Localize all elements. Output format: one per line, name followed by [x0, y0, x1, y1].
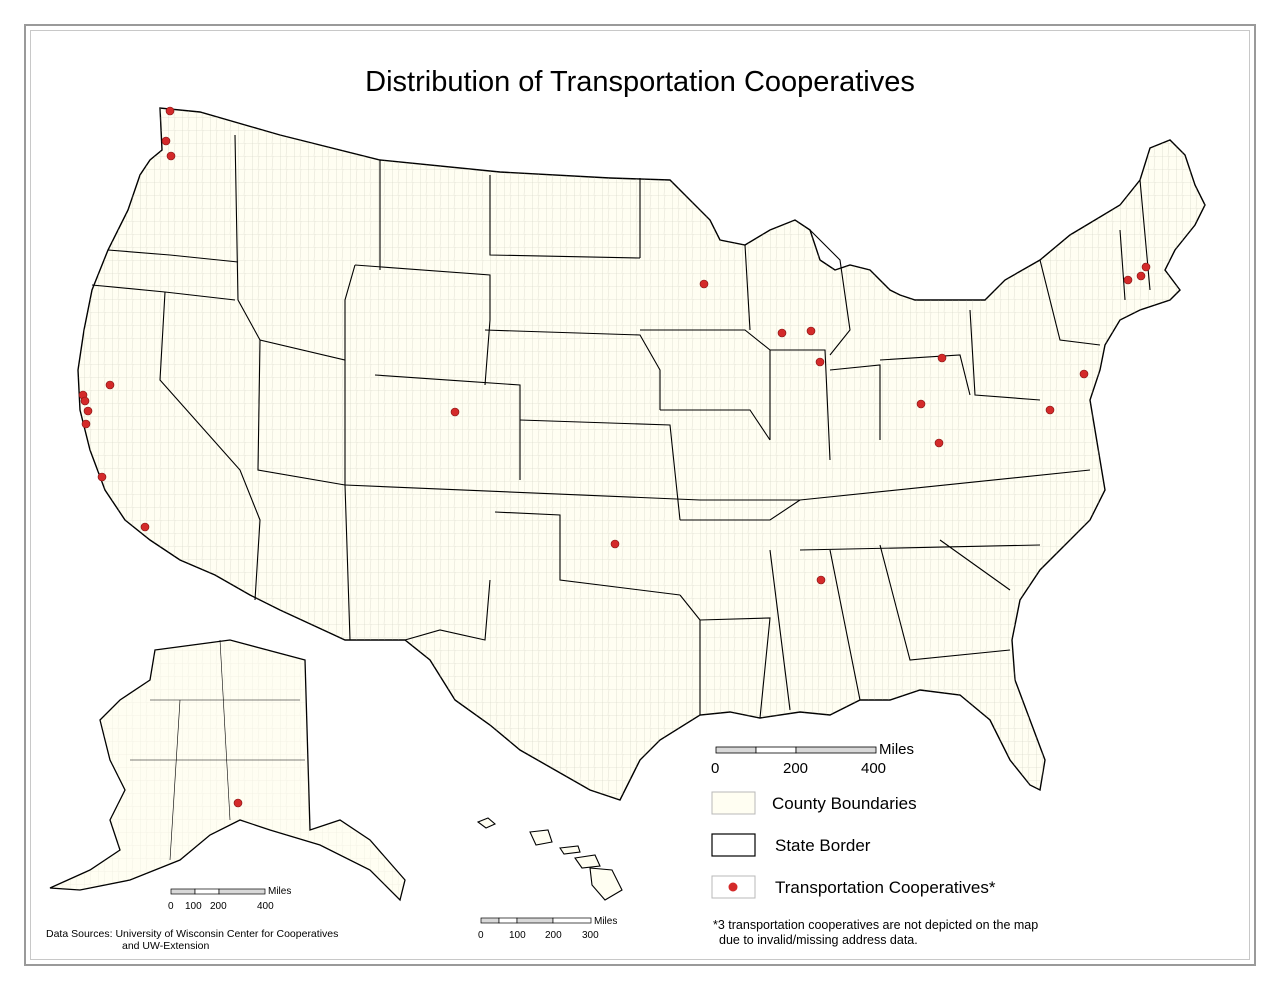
legend-state-swatch — [711, 833, 756, 857]
state-borders — [91, 134, 1151, 719]
coop-point — [699, 279, 709, 289]
cooperative-points — [78, 106, 1151, 808]
coop-point — [1141, 262, 1151, 272]
legend-state-label: State Border — [775, 836, 871, 855]
main-scale-unit: Miles — [879, 741, 915, 758]
alaska-scale-tick-400: 400 — [257, 901, 274, 912]
coop-point — [105, 380, 115, 390]
alaska-scale-unit: Miles — [268, 886, 292, 897]
hawaii-scale-bar — [480, 917, 592, 924]
coop-point — [816, 575, 826, 585]
coop-point — [1136, 271, 1146, 281]
hawaii-scale-unit: Miles — [594, 916, 618, 927]
coop-point — [937, 353, 947, 363]
footnote-line-2: due to invalid/missing address data. — [719, 933, 918, 947]
main-scale-tick-0: 0 — [711, 760, 720, 777]
coop-point — [610, 539, 620, 549]
coop-point — [233, 798, 243, 808]
main-scale-tick-400: 400 — [861, 760, 887, 777]
map-inner-frame — [30, 30, 1250, 960]
coop-point — [815, 357, 825, 367]
main-scale-bar — [715, 746, 877, 754]
coop-point — [806, 326, 816, 336]
hawaii-scale-tick-300: 300 — [582, 930, 599, 941]
coop-point — [777, 328, 787, 338]
county-boundaries-texture — [78, 108, 1205, 800]
legend-county-label: County Boundaries — [772, 794, 917, 813]
coop-point — [80, 396, 90, 406]
hawaii-scale-tick-100: 100 — [509, 930, 526, 941]
legend-coop-label: Transportation Cooperatives* — [775, 878, 996, 897]
coop-point — [140, 522, 150, 532]
alaska-scale-bar — [170, 888, 266, 895]
coop-point — [1123, 275, 1133, 285]
hawaii-islands — [476, 817, 623, 901]
alaska-borough-lines — [130, 639, 305, 861]
coop-point — [97, 472, 107, 482]
hawaii-scale-tick-200: 200 — [545, 930, 562, 941]
data-sources-line-1: Data Sources: University of Wisconsin Ce… — [46, 928, 339, 940]
coop-point — [916, 399, 926, 409]
map-title: Distribution of Transportation Cooperati… — [365, 66, 915, 98]
main-scale-tick-200: 200 — [783, 760, 809, 777]
coop-point — [161, 136, 171, 146]
coop-point — [450, 407, 460, 417]
footnote-line-1: *3 transportation cooperatives are not d… — [713, 918, 1039, 932]
coop-point — [166, 151, 176, 161]
coop-point — [81, 419, 91, 429]
alaska-scale-tick-200: 200 — [210, 901, 227, 912]
legend-county-swatch — [711, 791, 756, 815]
coop-point — [1045, 405, 1055, 415]
coop-point — [83, 406, 93, 416]
alaska-scale-tick-0: 0 — [168, 901, 174, 912]
hawaii-scale-tick-0: 0 — [478, 930, 484, 941]
coop-point — [934, 438, 944, 448]
coop-point — [1079, 369, 1089, 379]
legend-coop-dot — [728, 882, 738, 892]
alaska-scale-tick-100: 100 — [185, 901, 202, 912]
coop-point — [165, 106, 175, 116]
data-sources-line-2: and UW-Extension — [122, 940, 210, 952]
